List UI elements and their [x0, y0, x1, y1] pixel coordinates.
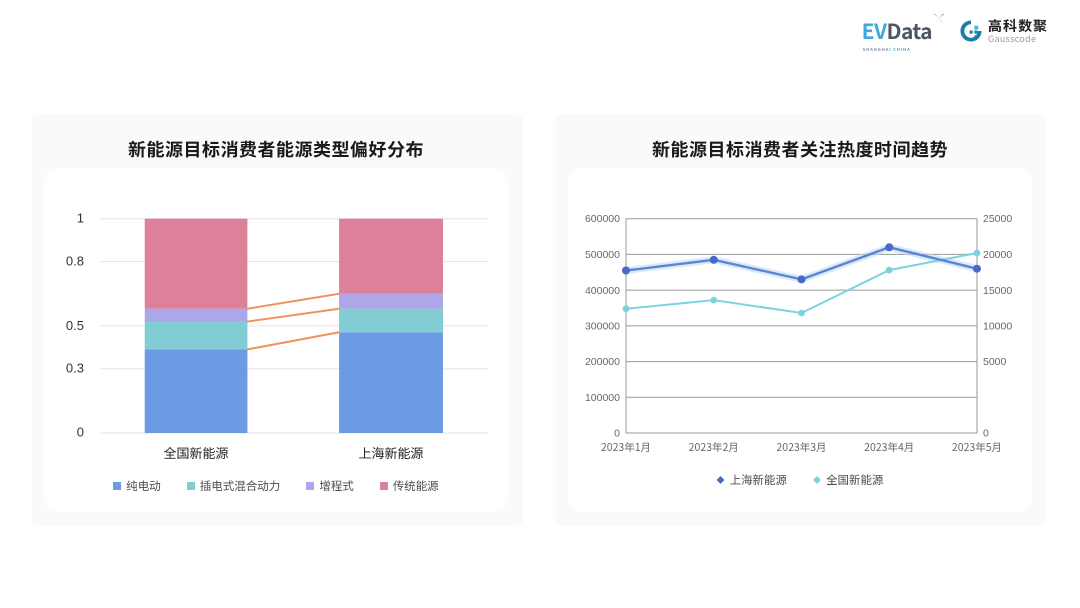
svg-text:20000: 20000 [983, 249, 1012, 261]
svg-text:0.3: 0.3 [66, 361, 84, 376]
svg-text:10000: 10000 [983, 321, 1012, 333]
svg-text:0: 0 [614, 428, 620, 440]
svg-text:600000: 600000 [585, 213, 620, 225]
svg-text:0.5: 0.5 [66, 318, 84, 333]
svg-text:2023年1月: 2023年1月 [601, 440, 651, 455]
svg-text:2023年5月: 2023年5月 [952, 440, 1002, 455]
svg-text:300000: 300000 [585, 321, 620, 333]
svg-text:400000: 400000 [585, 285, 620, 297]
svg-text:上海新能源: 上海新能源 [359, 443, 424, 462]
svg-text:0: 0 [77, 425, 84, 440]
svg-text:全国新能源: 全国新能源 [164, 443, 229, 462]
svg-text:500000: 500000 [585, 249, 620, 261]
svg-text:2023年4月: 2023年4月 [864, 440, 914, 455]
svg-text:15000: 15000 [983, 285, 1012, 297]
svg-text:0: 0 [983, 428, 989, 440]
svg-text:1: 1 [77, 211, 84, 226]
svg-text:100000: 100000 [585, 392, 620, 404]
svg-text:2023年2月: 2023年2月 [689, 440, 739, 455]
svg-text:2023年3月: 2023年3月 [776, 440, 826, 455]
svg-text:5000: 5000 [983, 356, 1007, 368]
svg-text:25000: 25000 [983, 213, 1012, 225]
svg-text:200000: 200000 [585, 356, 620, 368]
svg-text:0.8: 0.8 [66, 254, 84, 269]
